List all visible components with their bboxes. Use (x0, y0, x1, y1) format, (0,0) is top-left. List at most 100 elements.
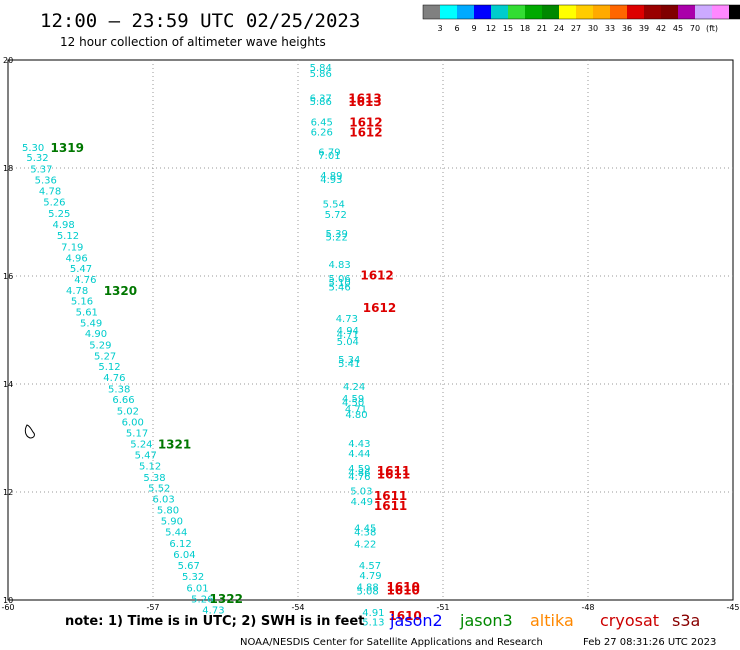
legend-label: 30 (588, 24, 598, 33)
satellite-label-altika: altika (530, 611, 574, 630)
footer-note: note: 1) Time is in UTC; 2) SWH is in fe… (65, 614, 364, 629)
swh-value: 4.44 (348, 449, 370, 460)
y-tick-label: 12 (3, 488, 13, 497)
swh-value: 4.76 (348, 472, 370, 483)
swh-value: 5.17 (126, 429, 148, 440)
swh-value: 5.72 (325, 210, 347, 221)
swh-value: 5.26 (191, 594, 213, 605)
swh-value: 5.90 (161, 517, 183, 528)
legend-label: 70 (690, 24, 700, 33)
legend-swatch (457, 5, 474, 19)
legend-label: 21 (537, 24, 547, 33)
swh-value: 5.86 (310, 97, 332, 108)
satellite-label-cryosat: cryosat (600, 611, 659, 630)
x-tick-label: -57 (146, 603, 159, 612)
legend-swatch (729, 5, 740, 19)
swh-value: 4.88 (356, 583, 378, 594)
swh-value: 6.04 (173, 550, 195, 561)
swh-value: 4.24 (343, 382, 365, 393)
x-tick-label: -45 (726, 603, 739, 612)
legend-swatch (423, 5, 440, 19)
swh-value: 6.26 (311, 127, 333, 138)
legend-swatch (508, 5, 525, 19)
swh-value: 6.00 (122, 417, 144, 428)
time-label: 1610 (386, 580, 419, 594)
legend-swatch (559, 5, 576, 19)
time-label: 1611 (377, 468, 410, 482)
swh-value: 5.08 (356, 586, 378, 597)
time-label: 1610 (386, 584, 419, 598)
legend-label: (ft) (706, 24, 718, 33)
swh-value: 5.30 (22, 143, 44, 154)
swh-value: 5.61 (76, 308, 98, 319)
time-label: 1612 (349, 125, 382, 139)
swh-value: 4.98 (52, 220, 74, 231)
swh-value: 5.52 (148, 484, 170, 495)
legend-swatch (610, 5, 627, 19)
legend-swatch (678, 5, 695, 19)
swh-value: 5.06 (328, 274, 350, 285)
tick-labels: -60 -57 -54 -51 -48 -45 10 12 14 16 18 20 (1, 56, 739, 612)
swh-value: 5.86 (310, 69, 332, 80)
swh-value: 6.01 (186, 584, 208, 595)
swh-value: 5.37 (30, 165, 52, 176)
legend-label: 39 (639, 24, 649, 33)
swh-value: 6.45 (311, 118, 333, 129)
color-legend: 3 6 9 12 15 18 21 24 27 30 33 36 39 42 45 70 (ft) (422, 4, 740, 33)
swh-value: 7.01 (318, 151, 340, 162)
legend-swatch (474, 5, 491, 19)
swh-value: 5.44 (165, 527, 187, 538)
legend-label: 27 (571, 24, 581, 33)
legend-label: 3 (437, 24, 442, 33)
swh-value: 4.86 (348, 468, 370, 479)
swh-value: 4.78 (39, 187, 61, 198)
swh-value: 5.25 (48, 209, 70, 220)
time-label: 1319 (51, 141, 84, 155)
swh-value: 4.38 (354, 527, 376, 538)
swh-value: 5.36 (35, 175, 57, 186)
legend-swatch (644, 5, 661, 19)
swh-value: 5.49 (80, 318, 102, 329)
swh-value: 4.22 (354, 539, 376, 550)
swh-value: 5.12 (57, 231, 79, 242)
legend-swatch (525, 5, 542, 19)
x-tick-label: -48 (581, 603, 594, 612)
swh-value: 4.79 (359, 571, 381, 582)
gridlines (8, 60, 733, 600)
swh-value: 5.47 (70, 264, 92, 275)
time-label: 1613 (348, 95, 381, 109)
swh-value: 4.89 (320, 171, 342, 182)
swh-value: 4.57 (359, 561, 381, 572)
swh-value: 5.10 (328, 278, 350, 289)
satellite-label-s3a: s3a (672, 611, 700, 630)
time-label: 1611 (374, 499, 407, 513)
swh-value: 5.02 (117, 406, 139, 417)
swh-values: 5.305.325.375.364.785.265.254.985.127.19… (22, 63, 385, 629)
swh-value: 5.34 (338, 355, 360, 366)
swh-value: 4.90 (85, 329, 107, 340)
legend-swatch (491, 5, 508, 19)
swh-value: 5.32 (26, 153, 48, 164)
swh-value: 5.47 (135, 451, 157, 462)
swh-value: 4.59 (342, 394, 364, 405)
swh-value: 5.80 (157, 505, 179, 516)
legend-label: 33 (605, 24, 615, 33)
time-label: 1322 (210, 592, 243, 606)
satellite-label-jason2: jason2 (389, 611, 443, 630)
swh-value: 4.71 (337, 330, 359, 341)
time-label: 1320 (104, 284, 137, 298)
swh-value: 6.03 (153, 494, 175, 505)
swh-value: 4.73 (202, 606, 224, 617)
legend-label: 15 (503, 24, 513, 33)
legend-swatch (627, 5, 644, 19)
legend-swatch (712, 5, 729, 19)
legend-swatch (440, 5, 457, 19)
swh-value: 6.37 (310, 93, 332, 104)
swh-value: 6.79 (318, 147, 340, 158)
chart-subtitle: 12 hour collection of altimeter wave hei… (60, 35, 326, 49)
satellite-label-jason3: jason3 (459, 611, 513, 630)
legend-label: 45 (673, 24, 683, 33)
swh-value: 5.32 (182, 572, 204, 583)
legend-label: 42 (656, 24, 666, 33)
